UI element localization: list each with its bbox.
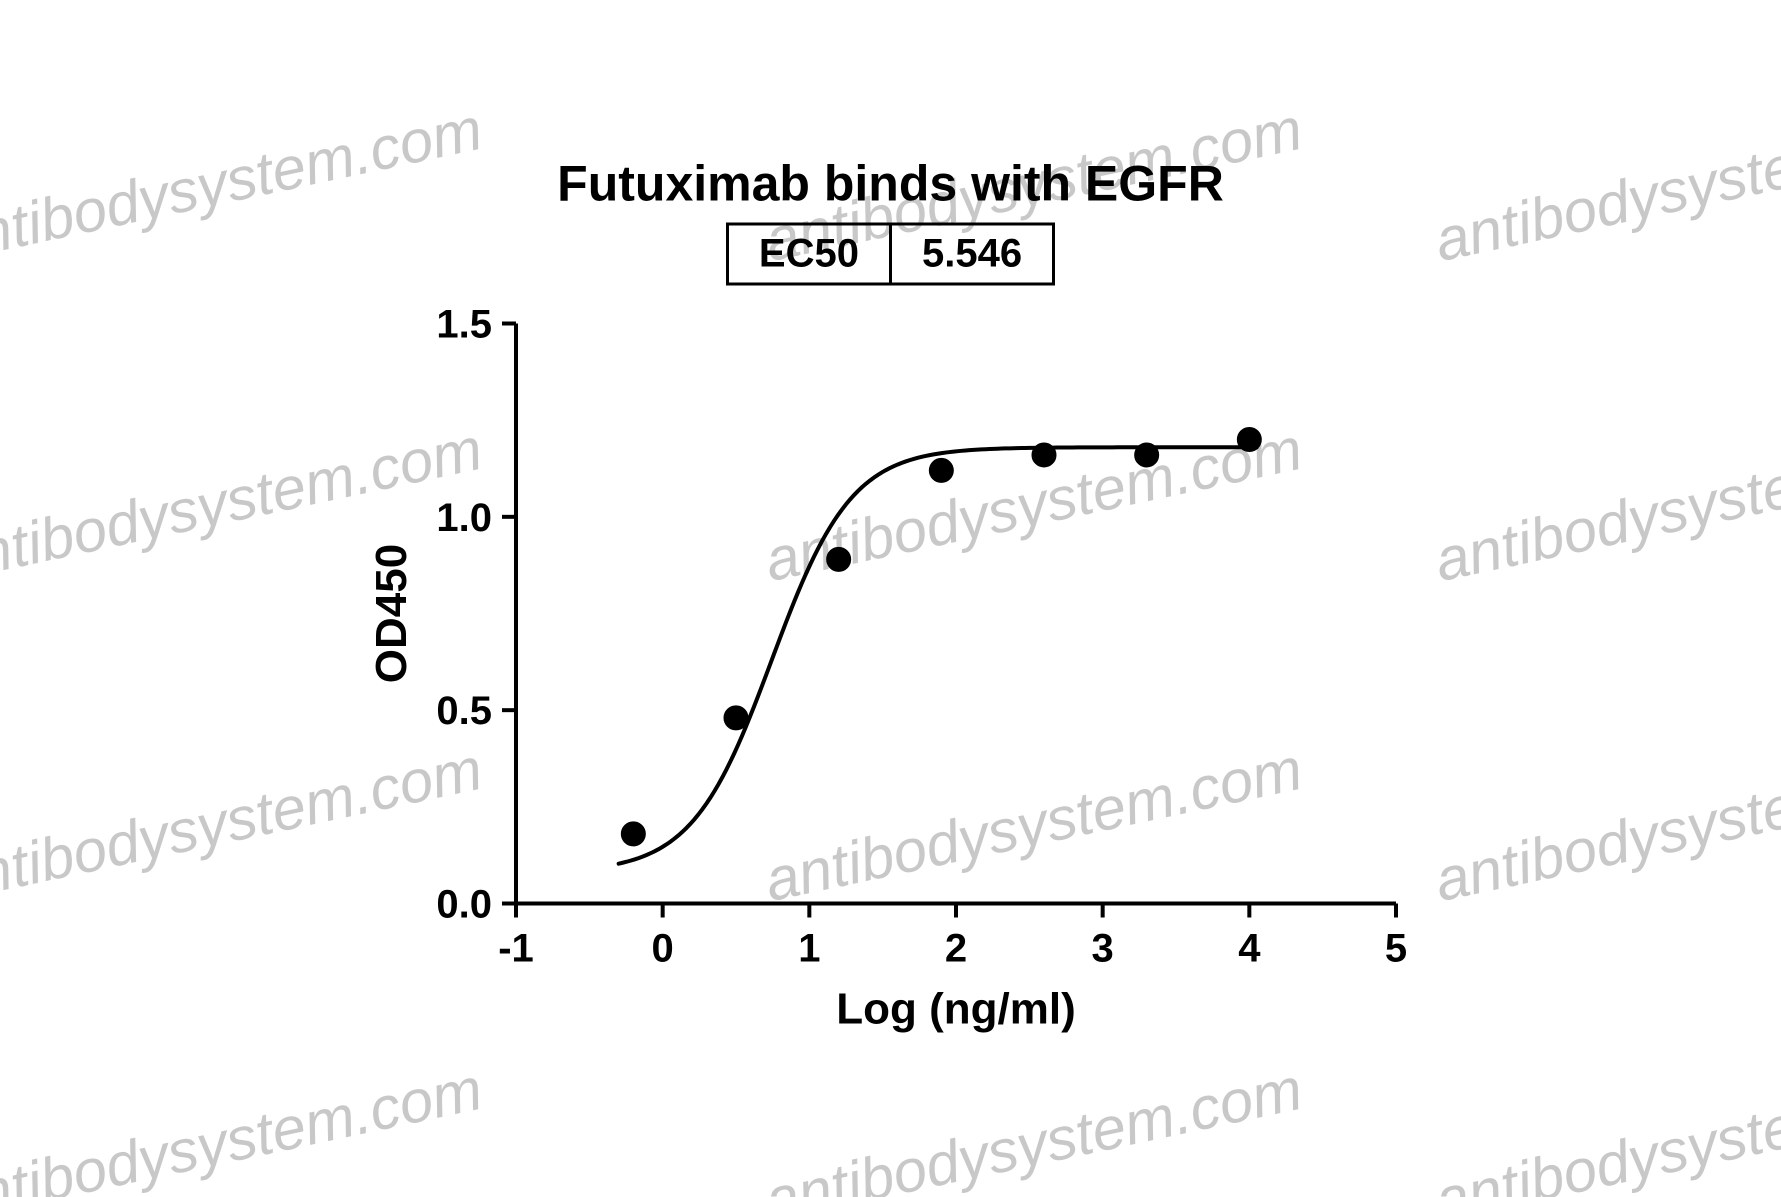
- table-row: EC50 5.546: [727, 224, 1053, 284]
- data-point: [826, 547, 850, 571]
- data-point: [724, 705, 748, 729]
- x-tick-label: 4: [1238, 926, 1261, 970]
- binding-curve-chart: -1 0 1 2 3 4 5 0.0 0.5 1.0 1.5 Log (ng/ml) OD450: [366, 303, 1416, 1043]
- ec50-value-cell: 5.546: [890, 224, 1053, 284]
- y-tick-label: 1.5: [436, 303, 492, 346]
- data-point: [1237, 427, 1261, 451]
- watermark-text: antibodysystem.com: [1429, 94, 1781, 275]
- x-axis-label: Log (ng/ml): [836, 984, 1076, 1033]
- watermark-text: antibodysystem.com: [1429, 734, 1781, 915]
- y-tick-label: 0.5: [436, 689, 492, 733]
- x-tick-label: 3: [1091, 926, 1113, 970]
- x-tick-label: 0: [651, 926, 673, 970]
- x-tick-label: 1: [798, 926, 820, 970]
- y-tick-label: 1.0: [436, 495, 492, 539]
- data-point: [929, 458, 953, 482]
- ec50-table: EC50 5.546: [726, 222, 1055, 285]
- watermark-text: antibodysystem.com: [759, 1054, 1308, 1197]
- data-point: [1032, 442, 1056, 466]
- data-point: [621, 821, 645, 845]
- data-point: [1134, 442, 1158, 466]
- x-tick-label: -1: [498, 926, 534, 970]
- watermark-text: antibodysystem.com: [1429, 414, 1781, 595]
- fit-curve: [618, 447, 1256, 863]
- y-tick-label: 0.0: [436, 882, 492, 926]
- watermark-text: antibodysystem.com: [1429, 1054, 1781, 1197]
- ec50-label-cell: EC50: [727, 224, 890, 284]
- watermark-text: antibodysystem.com: [0, 1054, 488, 1197]
- x-tick-label: 5: [1384, 926, 1406, 970]
- chart-title: Futuximab binds with EGFR: [366, 154, 1416, 212]
- y-axis-label: OD450: [367, 543, 416, 682]
- chart-container: Futuximab binds with EGFR EC50 5.546 -10…: [366, 154, 1416, 1043]
- x-tick-label: 2: [944, 926, 966, 970]
